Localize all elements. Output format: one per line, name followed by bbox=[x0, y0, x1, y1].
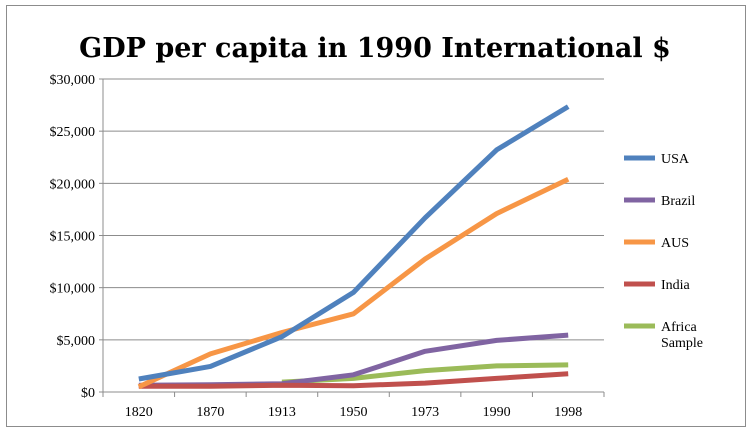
legend: USA Brazil AUS India Africa Sample bbox=[624, 152, 703, 351]
x-tick-label: 1950 bbox=[340, 405, 368, 420]
y-tick-label: $20,000 bbox=[50, 177, 96, 192]
series-line-usa bbox=[138, 104, 570, 382]
x-tick-label: 1973 bbox=[411, 405, 439, 420]
series-line-india bbox=[138, 371, 569, 389]
legend-label: AUS bbox=[661, 236, 689, 251]
legend-item-india: India bbox=[624, 278, 691, 293]
gridlines bbox=[103, 78, 604, 341]
legend-item-africa-sample: Africa Sample bbox=[624, 320, 703, 351]
legend-item-brazil: Brazil bbox=[624, 194, 695, 209]
x-tick-labels: 1820 1870 1913 1950 1973 1990 1998 bbox=[125, 405, 582, 420]
y-tick-labels: $0 $5,000 $10,000 $15,000 $20,000 $25,000 $30,… bbox=[50, 73, 96, 401]
legend-label: Brazil bbox=[661, 194, 695, 209]
legend-label: India bbox=[661, 278, 691, 293]
x-tick-label: 1990 bbox=[483, 405, 511, 420]
chart-title: GDP per capita in 1990 International $ bbox=[79, 33, 671, 64]
axes bbox=[99, 78, 605, 397]
legend-label: Africa Sample bbox=[661, 320, 703, 351]
y-tick-label: $15,000 bbox=[50, 230, 96, 245]
series-lines bbox=[137, 104, 570, 390]
chart-frame bbox=[6, 5, 746, 427]
y-tick-label: $10,000 bbox=[50, 282, 96, 297]
legend-label: USA bbox=[661, 152, 690, 167]
x-tick-label: 1913 bbox=[268, 405, 296, 420]
y-tick-label: $0 bbox=[81, 386, 95, 401]
x-tick-label: 1820 bbox=[125, 405, 153, 420]
legend-item-usa: USA bbox=[624, 152, 690, 167]
legend-item-aus: AUS bbox=[624, 236, 689, 251]
x-tick-label: 1998 bbox=[554, 405, 582, 420]
series-line-aus bbox=[137, 176, 570, 390]
y-tick-label: $25,000 bbox=[50, 125, 96, 140]
y-tick-label: $5,000 bbox=[57, 334, 96, 349]
y-tick-label: $30,000 bbox=[50, 73, 96, 88]
x-tick-label: 1870 bbox=[196, 405, 224, 420]
